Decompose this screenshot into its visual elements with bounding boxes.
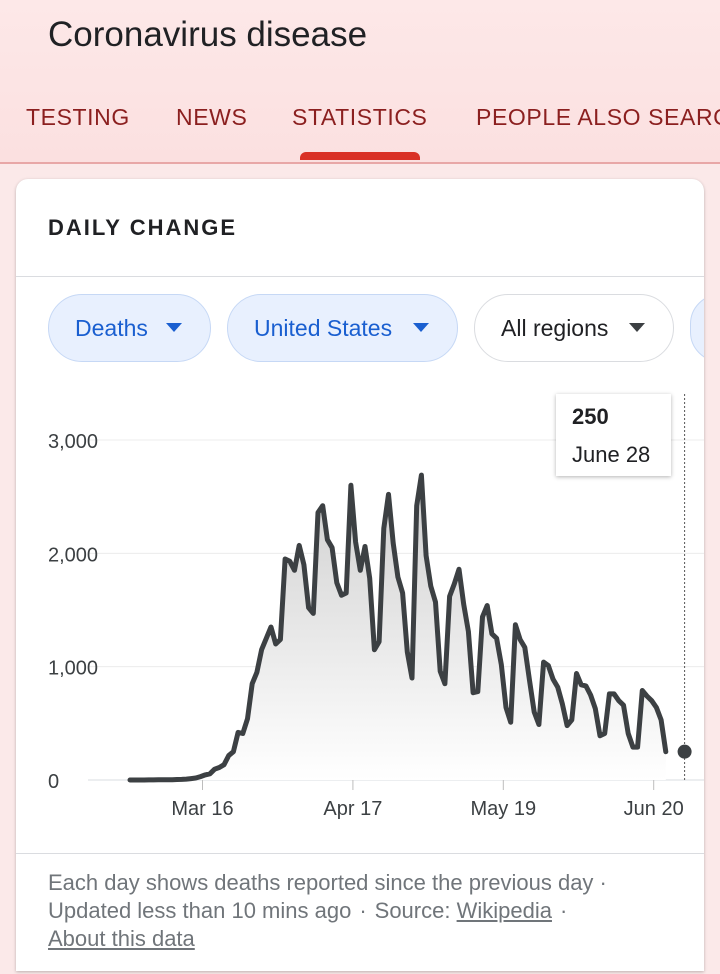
x-tick-label: Mar 16 <box>171 798 233 820</box>
tab-statistics[interactable]: STATISTICS <box>292 100 428 160</box>
region-filter-label: All regions <box>501 315 609 341</box>
y-tick-label: 0 <box>48 771 59 793</box>
metric-filter-label: Deaths <box>75 315 148 341</box>
page-title: Coronavirus disease <box>48 15 368 54</box>
card-footer: Each day shows deaths reported since the… <box>48 869 688 953</box>
chevron-down-icon <box>629 323 645 332</box>
footer-description: Each day shows deaths reported since the… <box>48 870 607 895</box>
x-tick-label: May 19 <box>471 798 537 820</box>
tab-bar: TESTING NEWS STATISTICS PEOPLE ALSO SEAR… <box>0 100 720 160</box>
tooltip-value: 250 <box>572 404 609 429</box>
daily-change-card: DAILY CHANGE Deaths United States All re… <box>16 179 704 971</box>
chart-area <box>130 475 666 780</box>
region-filter-chip[interactable]: All regions <box>474 294 674 362</box>
tab-testing[interactable]: TESTING <box>26 104 130 130</box>
country-filter-chip[interactable]: United States <box>227 294 458 362</box>
metric-filter-chip[interactable]: Deaths <box>48 294 211 362</box>
chart-tooltip: 250 June 28 <box>556 394 671 476</box>
card-title: DAILY CHANGE <box>48 215 238 240</box>
tooltip-date: June 28 <box>572 442 651 467</box>
x-tick-label: Jun 20 <box>624 798 684 820</box>
chart-line <box>127 472 669 783</box>
y-tick-label: 2,000 <box>48 544 98 566</box>
updated-text: Updated less than 10 mins ago <box>48 898 352 923</box>
app-header: Coronavirus disease TESTING NEWS STATIST… <box>0 0 720 164</box>
card-divider-top <box>16 276 704 277</box>
card-divider-bottom <box>16 853 704 854</box>
filter-chips: Deaths United States All regions <box>16 294 704 366</box>
separator: · <box>359 898 367 923</box>
y-tick-label: 1,000 <box>48 658 98 680</box>
x-tick-label: Apr 17 <box>323 798 382 820</box>
country-filter-label: United States <box>254 315 393 341</box>
footer-meta: Updated less than 10 mins ago · Source: Wi… <box>48 897 688 925</box>
chevron-down-icon <box>413 323 429 332</box>
about-data-link[interactable]: About this data <box>48 926 195 951</box>
chevron-down-icon <box>166 323 182 332</box>
source-link[interactable]: Wikipedia <box>456 898 552 923</box>
tab-people-also-search[interactable]: PEOPLE ALSO SEARC <box>476 104 720 130</box>
separator: · <box>559 898 568 923</box>
hover-point <box>677 744 692 759</box>
source-label: Source: <box>374 898 451 923</box>
tab-news[interactable]: NEWS <box>176 104 248 130</box>
daily-change-chart[interactable]: 0 1,000 2,000 3,000 Mar 16 Apr 17 May 19 Jun 2… <box>16 179 704 859</box>
y-tick-label: 3,000 <box>48 431 98 453</box>
